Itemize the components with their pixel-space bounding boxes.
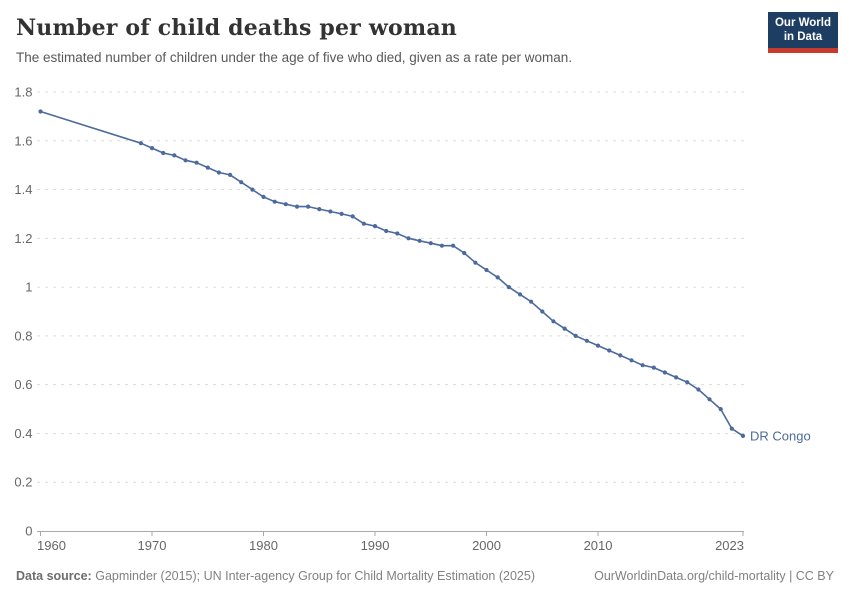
page-subtitle: The estimated number of children under t… — [16, 50, 573, 65]
data-points — [38, 109, 746, 438]
data-source-label: Data source: — [16, 569, 92, 583]
x-tick-label: 1970 — [138, 538, 167, 553]
y-tick-label: 1.8 — [14, 85, 32, 100]
x-tick-label: 2000 — [472, 538, 501, 553]
y-tick-label: 0.4 — [14, 426, 32, 441]
y-tick-label: 0 — [25, 524, 32, 539]
x-tick-label: 1960 — [37, 538, 66, 553]
x-tick-label: 2023 — [715, 538, 744, 553]
y-tick-label: 0.8 — [14, 328, 32, 343]
y-tick-label: 1.4 — [14, 182, 32, 197]
data-line — [39, 110, 744, 437]
series-end-label: DR Congo — [750, 428, 811, 443]
y-tick-label: 1 — [25, 280, 32, 295]
data-source-citation: Gapminder (2015); UN Inter-agency Group … — [95, 569, 535, 583]
y-tick-label: 0.2 — [14, 475, 32, 490]
page-title: Number of child deaths per woman — [16, 15, 457, 41]
y-gridlines: 0 0.2 0.4 0.6 0.8 1 1.2 1.4 1.6 1.8 — [14, 85, 744, 539]
x-tick-label: 1990 — [361, 538, 390, 553]
x-tick-label: 2010 — [584, 538, 613, 553]
footer: Data source: Gapminder (2015); UN Inter-… — [16, 569, 834, 583]
data-source: Data source: Gapminder (2015); UN Inter-… — [16, 569, 535, 583]
y-tick-label: 0.6 — [14, 377, 32, 392]
x-axis: 1960 1970 1980 1990 2000 2010 2023 — [37, 531, 744, 553]
owid-logo-line2: in Data — [783, 30, 823, 43]
y-tick-label: 1.2 — [14, 231, 32, 246]
y-tick-label: 1.6 — [14, 133, 32, 148]
license-link: OurWorldinData.org/child-mortality | CC … — [594, 569, 834, 583]
chart-header: Number of child deaths per woman The est… — [16, 14, 736, 66]
x-tick-label: 1980 — [249, 538, 278, 553]
owid-logo-line1: Our World — [774, 17, 831, 29]
owid-logo: Our World in Data — [768, 12, 838, 53]
